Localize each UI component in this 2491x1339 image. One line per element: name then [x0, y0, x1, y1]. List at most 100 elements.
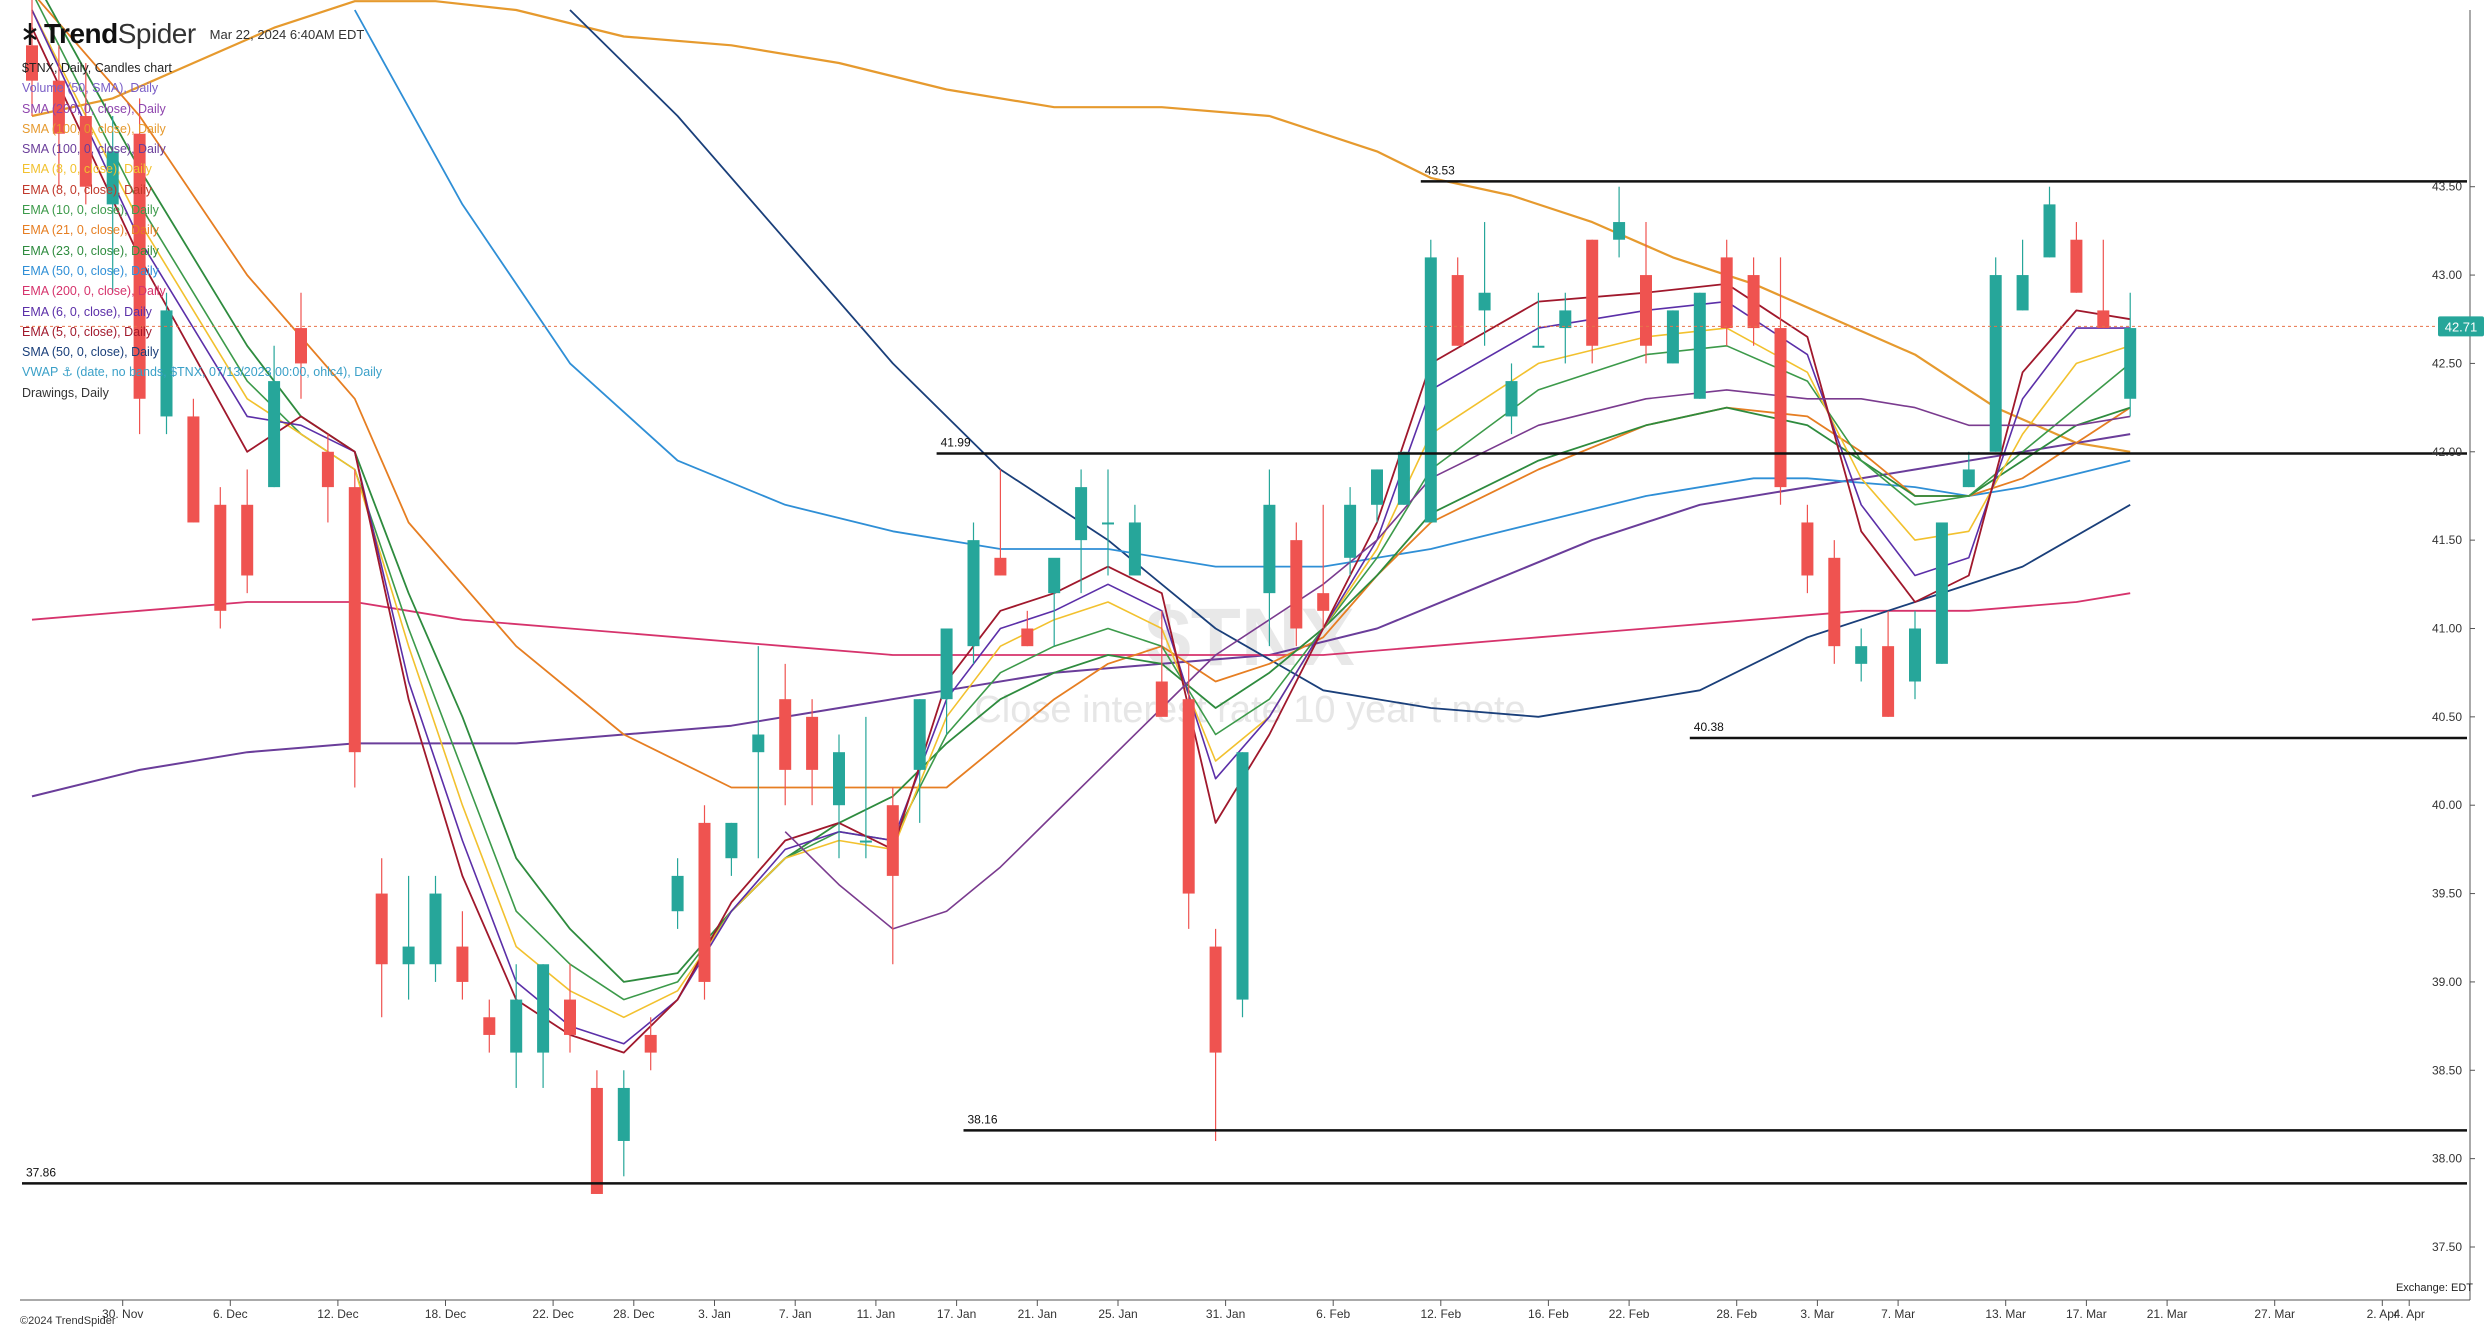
y-tick-label: 41.00: [2432, 621, 2462, 635]
candle-body: [1855, 646, 1868, 664]
legend-item[interactable]: SMA (100, 0, close), Daily: [22, 121, 166, 136]
candle-body: [187, 416, 200, 523]
copyright: ©2024 TrendSpider: [20, 1315, 116, 1327]
candle-body: [1962, 469, 1975, 488]
level-label: 41.99: [941, 436, 971, 450]
candle-body: [1102, 522, 1114, 525]
x-tick-label: 16. Feb: [1528, 1307, 1569, 1321]
candle: [241, 469, 254, 594]
candle: [2043, 186, 2056, 258]
candle: [1909, 610, 1921, 700]
x-tick-label: 21. Mar: [2147, 1307, 2188, 1321]
y-tick-label: 41.50: [2432, 533, 2462, 547]
candle: [833, 734, 845, 859]
candles: [26, 0, 2137, 1194]
candle-body: [402, 946, 415, 965]
candle-body: [295, 328, 307, 364]
candle: [1424, 239, 1437, 523]
x-tick-label: 13. Mar: [1985, 1307, 2026, 1321]
candle: [510, 964, 523, 1088]
chart-datetime: Mar 22, 2024 6:40AM EDT: [209, 26, 365, 42]
x-tick-label: 25. Jan: [1098, 1307, 1137, 1321]
candle-body: [1774, 328, 1787, 488]
candle-body: [52, 80, 65, 134]
candle: [1962, 451, 1975, 488]
candle-body: [779, 699, 792, 770]
candle: [1882, 610, 1895, 717]
candle-body: [1828, 557, 1841, 647]
level-label: 38.16: [968, 1112, 998, 1126]
candle: [26, 0, 38, 117]
candle: [644, 1017, 657, 1071]
candle: [1128, 504, 1141, 576]
candle-body: [456, 946, 469, 982]
last-price-label: 42.71: [2445, 319, 2478, 334]
candle: [1935, 522, 1948, 664]
candle-body: [590, 1087, 603, 1194]
x-tick-label: 6. Feb: [1316, 1307, 1350, 1321]
candle-body: [1989, 275, 2002, 452]
candle-body: [106, 151, 119, 205]
legend-item[interactable]: EMA (200, 0, close), Daily: [22, 284, 166, 299]
candle-body: [483, 1017, 496, 1035]
candle: [456, 911, 469, 1000]
candle: [1532, 292, 1545, 348]
legend-item[interactable]: EMA (5, 0, close), Daily: [22, 324, 152, 339]
candle-body: [537, 964, 550, 1053]
candle: [886, 787, 899, 965]
candle: [564, 964, 576, 1053]
x-tick-label: 30. Nov: [102, 1307, 143, 1321]
watermark-description: Close interest rate 10 year t note: [974, 689, 1525, 731]
legend-item[interactable]: EMA (8, 0, close), Daily: [22, 182, 152, 197]
y-tick-label: 40.00: [2432, 798, 2462, 812]
legend-item[interactable]: $TNX, Daily, Candles chart: [22, 61, 172, 75]
candle: [1102, 469, 1114, 576]
candle: [1075, 469, 1088, 594]
legend-item[interactable]: SMA (100, 0, close), Daily: [22, 142, 166, 157]
level-label: 40.38: [1694, 720, 1724, 734]
candle: [375, 858, 388, 1018]
legend-item[interactable]: EMA (6, 0, close), Daily: [22, 304, 152, 319]
legend-item[interactable]: EMA (23, 0, close), Daily: [22, 243, 159, 258]
legend-item[interactable]: Drawings, Daily: [22, 385, 109, 400]
candle: [1290, 522, 1303, 647]
legend-item[interactable]: SMA (200, 0, close), Daily: [22, 101, 166, 116]
candle: [1021, 610, 1034, 647]
candle: [1451, 257, 1464, 346]
legend-item[interactable]: SMA (50, 0, close), Daily: [22, 345, 159, 360]
y-tick-label: 42.50: [2432, 356, 2462, 370]
candle-body: [1640, 275, 1652, 346]
x-tick-label: 4. Apr: [2394, 1307, 2425, 1321]
watermark: $TNX Close interest rate 10 year t note: [974, 592, 1525, 731]
legend-item[interactable]: Volume (50, SMA), Daily: [22, 81, 159, 96]
x-tick-label: 2. Apr: [2367, 1307, 2398, 1321]
candle: [2097, 239, 2110, 329]
candle: [1236, 752, 1249, 1018]
candle: [2070, 222, 2083, 293]
candle: [994, 469, 1007, 576]
candle-body: [994, 557, 1007, 576]
x-tick-label: 22. Feb: [1609, 1307, 1650, 1321]
candle: [348, 469, 361, 788]
legend-item[interactable]: EMA (8, 0, close), Daily: [22, 162, 152, 177]
candle: [1720, 239, 1733, 346]
exchange-label: Exchange: EDT: [2395, 1282, 2473, 1294]
candle: [1613, 186, 1626, 258]
candle-body: [564, 999, 576, 1035]
candle-body: [1182, 699, 1195, 894]
candle: [1640, 222, 1652, 364]
x-tick-label: 28. Dec: [613, 1307, 654, 1321]
candle: [1397, 451, 1410, 505]
x-tick-label: 11. Jan: [857, 1307, 895, 1321]
plot-frame: [20, 10, 2471, 1301]
legend-item[interactable]: EMA (21, 0, close), Daily: [22, 223, 159, 238]
candle: [79, 63, 92, 205]
candle-body: [510, 999, 523, 1053]
legend-item[interactable]: EMA (50, 0, close), Daily: [22, 263, 159, 278]
legend-item[interactable]: EMA (10, 0, close), Daily: [22, 203, 159, 218]
legend-item[interactable]: VWAP ⚓ (date, no bands, $TNX, 07/13/2023…: [22, 365, 383, 380]
candle-body: [375, 893, 388, 965]
candle-body: [2016, 275, 2029, 311]
candle: [698, 805, 711, 1000]
